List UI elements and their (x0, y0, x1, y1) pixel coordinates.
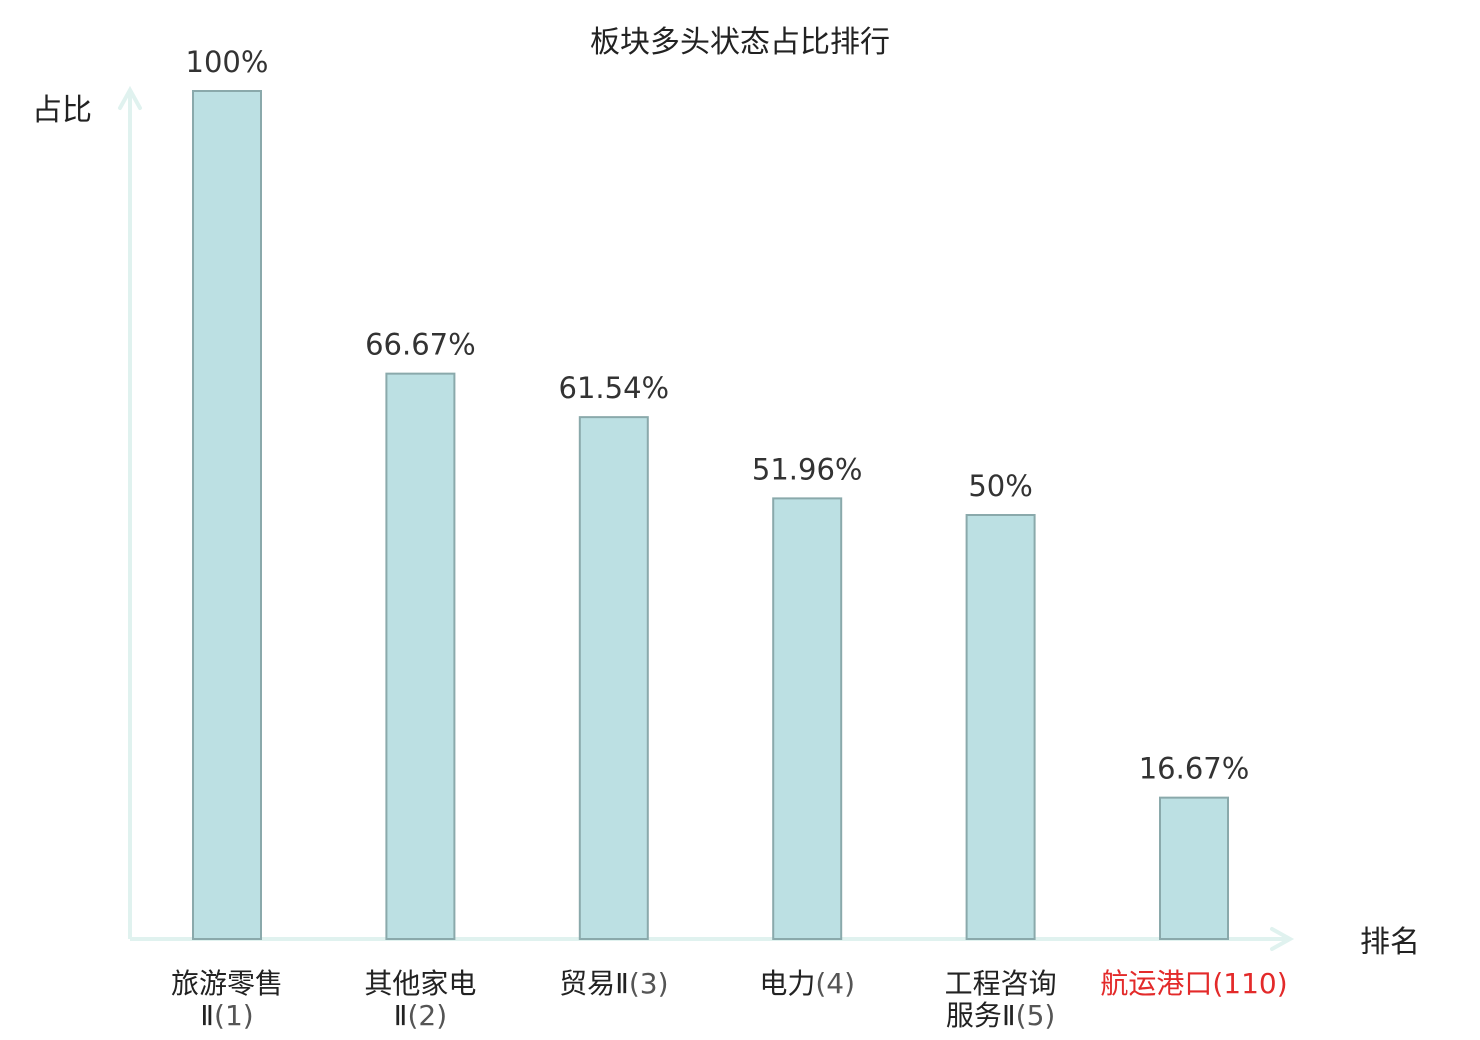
value-label: 100% (186, 45, 269, 79)
value-label: 51.96% (752, 452, 863, 486)
category-label: 旅游零售 (171, 967, 283, 1000)
bar (385, 372, 456, 940)
value-label: 61.54% (559, 371, 670, 405)
bars (192, 90, 1229, 941)
category-label: 电力(4) (759, 967, 855, 1000)
category-label: 航运港口(110) (1100, 967, 1287, 1000)
axes (118, 85, 1295, 951)
category-label: Ⅱ(2) (394, 999, 447, 1032)
category-label: Ⅱ(1) (200, 999, 253, 1032)
bar (965, 514, 1036, 940)
category-label: 服务Ⅱ(5) (946, 999, 1055, 1032)
value-label: 66.67% (365, 328, 476, 362)
value-label: 50% (968, 469, 1032, 503)
y-axis-label: 占比 (32, 93, 92, 128)
bar (772, 497, 843, 940)
bar (1159, 796, 1229, 941)
x-axis-label: 排名 (1360, 925, 1420, 960)
x-axis-arrow-icon (1270, 927, 1295, 951)
chart-title: 板块多头状态占比排行 (590, 25, 890, 60)
bar (192, 90, 262, 940)
y-axis-arrow-icon (118, 85, 142, 110)
category-label: 贸易Ⅱ(3) (559, 967, 668, 1000)
category-label: 工程咨询 (945, 967, 1057, 1000)
value-labels: 100% 66.67% 61.54% 51.96% 50% 16.67% (186, 45, 1250, 786)
value-label: 16.67% (1139, 752, 1250, 786)
bar (578, 416, 649, 940)
category-label: 其他家电 (364, 967, 476, 1000)
